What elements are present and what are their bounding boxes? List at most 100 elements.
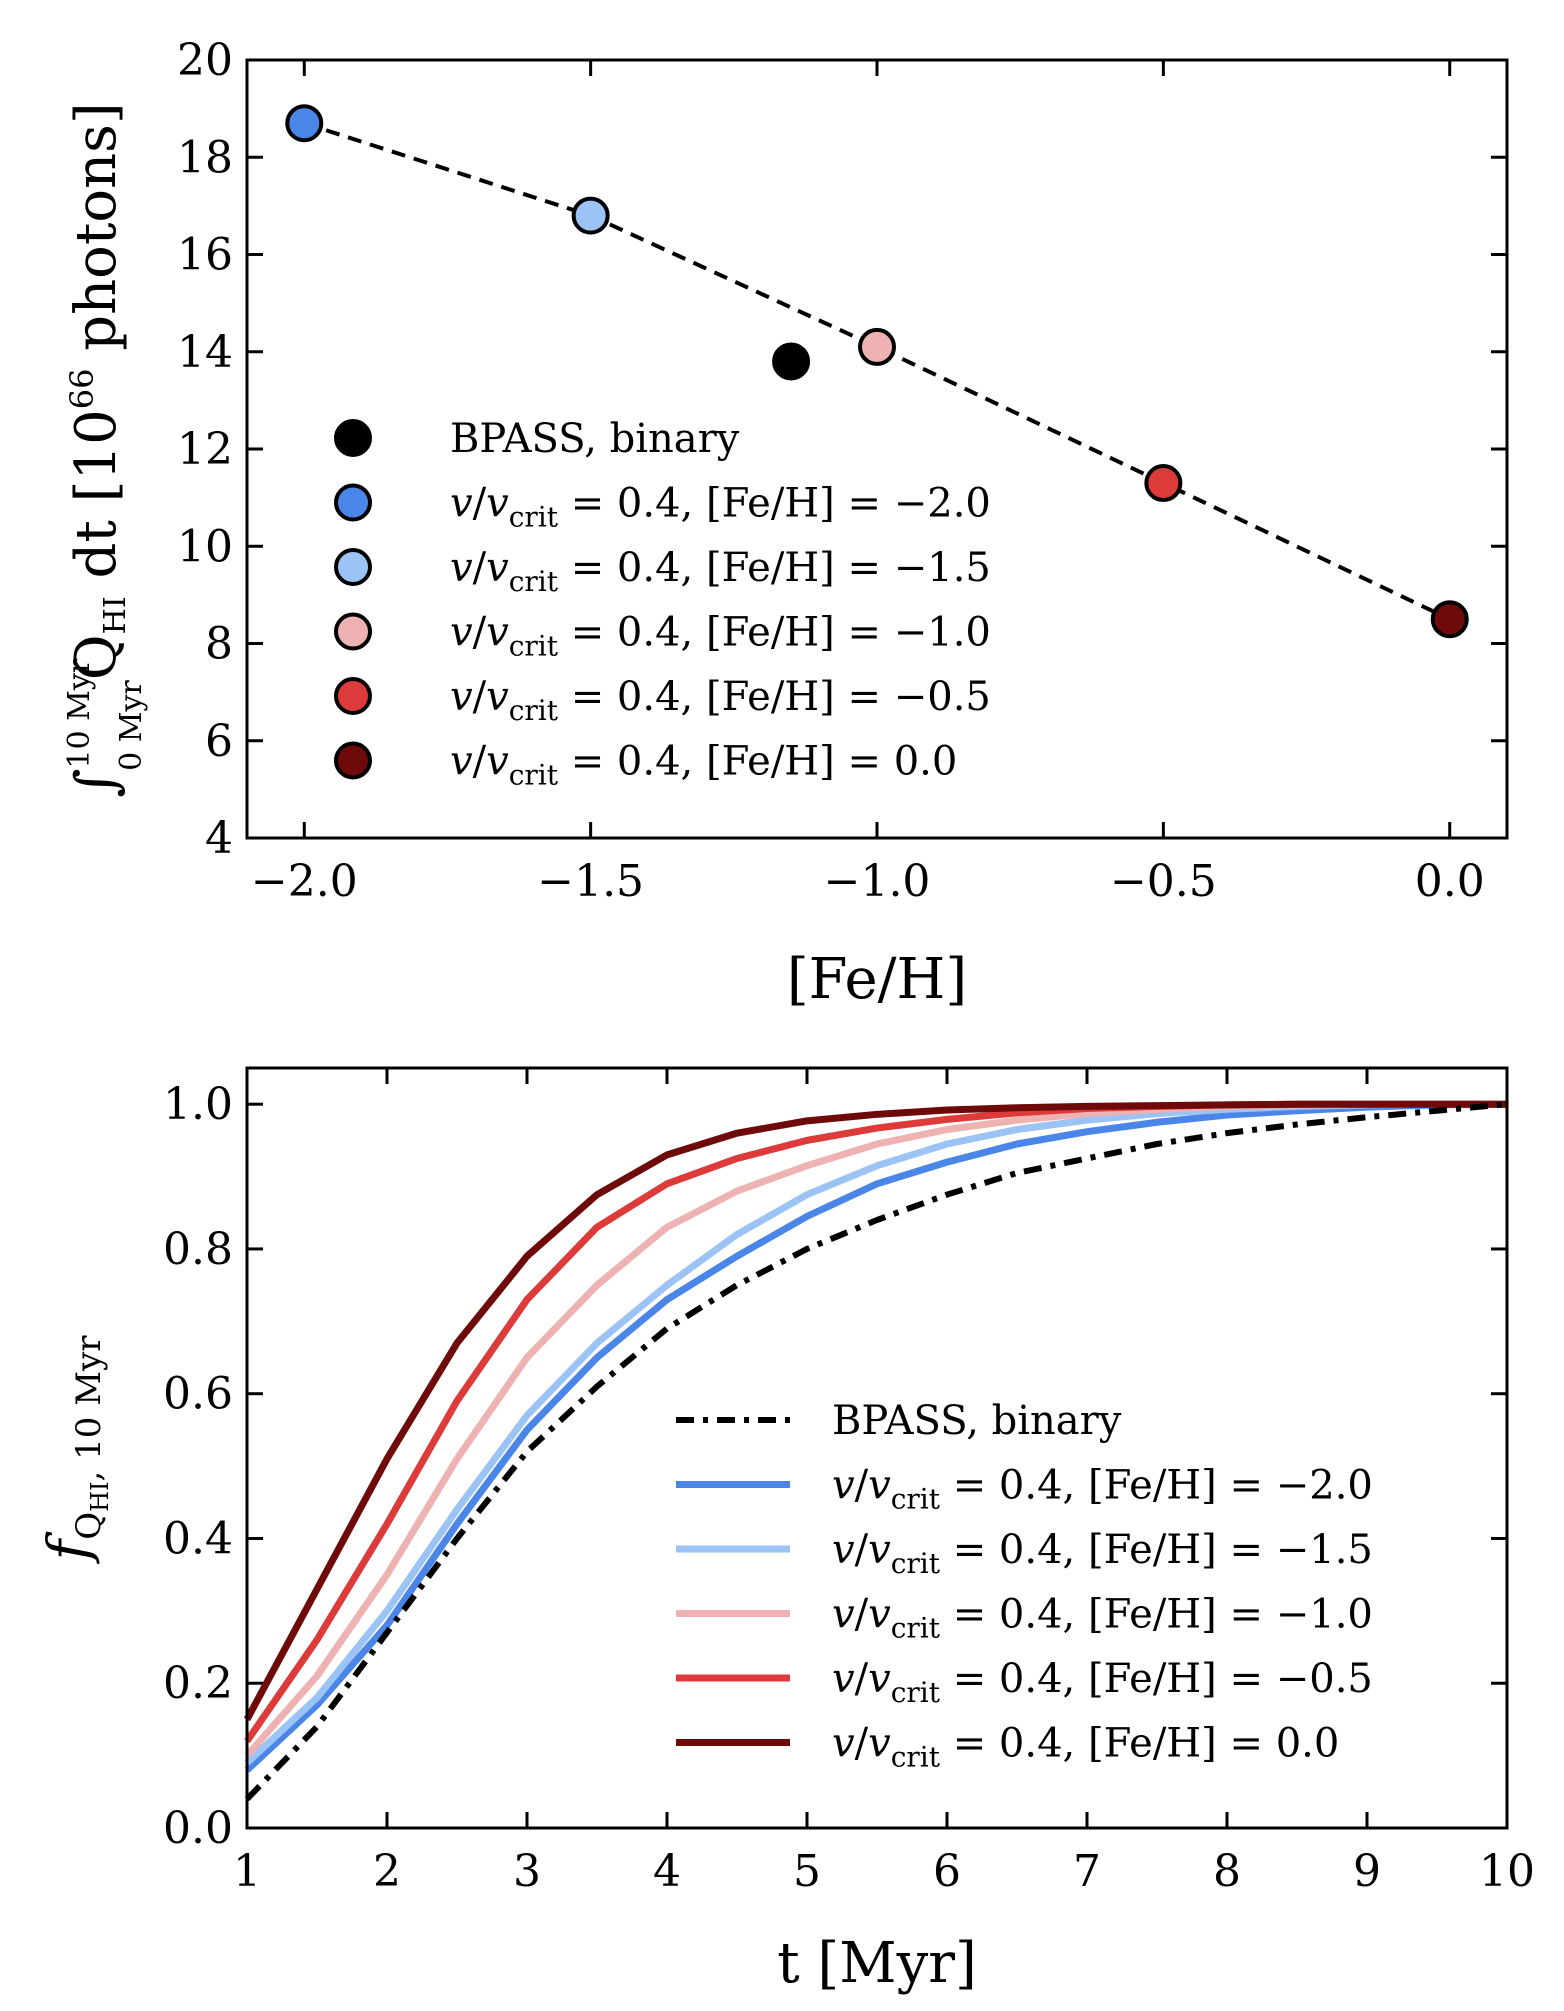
y-tick-label: 18	[177, 132, 233, 183]
legend-marker	[334, 741, 372, 780]
y-tick-label: 6	[205, 716, 233, 767]
text-span: crit	[509, 759, 559, 792]
y-tick-label: 0.0	[163, 1803, 233, 1854]
data-point	[858, 327, 896, 366]
y-tick-label: 20	[177, 35, 233, 86]
text-span: = 0.4, [Fe/H] = −1.5	[940, 1527, 1373, 1573]
plot-frame	[245, 1066, 1509, 1830]
text-span: = 0.4, [Fe/H] = −0.5	[558, 674, 991, 720]
text-span: v	[486, 674, 509, 720]
y-axis-label: fQHI, 10 Myr	[37, 1335, 114, 1565]
text-span: crit	[891, 1741, 941, 1774]
y-axis-label: ∫10 Myr 0 MyrQHI dt [1066 photons]	[62, 102, 149, 798]
text-span: 66	[63, 369, 101, 410]
text-span: = 0.4, [Fe/H] = −1.0	[940, 1592, 1373, 1638]
legend-label: v/vcrit = 0.4, [Fe/H] = 0.0	[450, 739, 957, 792]
text-span: v	[832, 1592, 855, 1638]
x-tick-label: 0.0	[1415, 856, 1485, 907]
y-tick-label: 10	[177, 521, 233, 572]
text-span: = 0.4, [Fe/H] = −0.5	[940, 1656, 1373, 1702]
text-span: ∫	[64, 769, 129, 798]
legend-label: v/vcrit = 0.4, [Fe/H] = −1.5	[832, 1527, 1373, 1580]
y-tick-label: 0.4	[163, 1513, 233, 1564]
x-tick-label: 8	[1213, 1846, 1241, 1897]
legend-label: v/vcrit = 0.4, [Fe/H] = −2.0	[450, 481, 991, 534]
bottom-panel: 1 2 3 4 5 6 7 8 9 10 0.0 0.2 0.4 0.6 0.8 1.0 BPASS, bina…	[37, 1066, 1535, 1996]
text-span: /	[473, 674, 487, 720]
legend-label: BPASS, binary	[832, 1398, 1122, 1444]
legend-marker	[334, 483, 372, 522]
legend-label: v/vcrit = 0.4, [Fe/H] = −0.5	[832, 1656, 1373, 1709]
series-line	[244, 1100, 1508, 1773]
legend-marker	[334, 612, 372, 651]
x-tick-label: 2	[373, 1846, 401, 1897]
plot-frame	[245, 58, 1509, 840]
x-tick-label: −2.0	[251, 856, 358, 907]
text-span: , 10 Myr	[69, 1335, 109, 1482]
legend-marker	[334, 548, 372, 586]
x-tick-label: 1	[233, 1846, 261, 1897]
text-span: crit	[509, 694, 559, 727]
text-span: /	[473, 610, 487, 656]
text-span: /	[855, 1527, 869, 1573]
series-line	[243, 1100, 1507, 1722]
text-span: v	[486, 610, 509, 656]
x-axis-label: [Fe/H]	[787, 947, 967, 1012]
text-span: /	[473, 545, 487, 591]
data-point	[1144, 464, 1183, 503]
y-tick-label: 0.8	[163, 1224, 233, 1275]
text-span: v	[450, 545, 473, 591]
x-tick-label: 4	[653, 1846, 681, 1897]
text-span: /	[473, 481, 487, 527]
x-tick-label: 3	[513, 1846, 541, 1897]
legend-label: v/vcrit = 0.4, [Fe/H] = −1.0	[832, 1592, 1373, 1645]
text-span: crit	[891, 1547, 941, 1580]
text-span: crit	[891, 1676, 941, 1709]
x-tick-label: 7	[1073, 1846, 1101, 1897]
text-span: = 0.4, [Fe/H] = 0.0	[558, 739, 957, 785]
text-span: 10 Myr	[62, 658, 97, 768]
text-span: v	[868, 1592, 891, 1638]
x-axis-label: t [Myr]	[777, 1931, 977, 1996]
text-span: crit	[509, 565, 559, 598]
text-span: HI	[98, 596, 133, 634]
text-span: v	[868, 1463, 891, 1509]
text-span: /	[473, 739, 487, 785]
x-tick-label: −1.0	[824, 856, 931, 907]
text-span: dt [10	[64, 409, 129, 596]
text-span: = 0.4, [Fe/H] = −2.0	[940, 1463, 1373, 1509]
y-tick-label: 12	[177, 424, 233, 475]
text-span: /	[855, 1592, 869, 1638]
data-point	[1430, 600, 1469, 639]
text-span: HI	[86, 1481, 114, 1511]
text-span: v	[868, 1721, 891, 1767]
x-tick-label: 6	[933, 1846, 961, 1897]
legend-label: v/vcrit = 0.4, [Fe/H] = −1.0	[450, 610, 991, 663]
top-panel: −2.0 −1.5 −1.0 −0.5 0.0 4 6 8 10 12 14 16 18 20 BPASS,…	[62, 35, 1509, 1012]
text-span: v	[450, 481, 473, 527]
text-span: v	[486, 481, 509, 527]
text-span: /	[855, 1463, 869, 1509]
y-tick-label: 4	[205, 813, 233, 864]
legend-label: v/vcrit = 0.4, [Fe/H] = −0.5	[450, 674, 991, 727]
data-point	[571, 196, 610, 235]
text-span: = 0.4, [Fe/H] = 0.0	[940, 1721, 1339, 1767]
text-span: v	[832, 1463, 855, 1509]
y-tick-label: 1.0	[163, 1079, 233, 1130]
x-tick-label: −1.5	[537, 856, 644, 907]
text-span: /	[855, 1656, 869, 1702]
x-tick-label: 9	[1353, 1846, 1381, 1897]
trend-line	[303, 121, 1451, 621]
text-span: v	[486, 739, 509, 785]
text-span: v	[832, 1721, 855, 1767]
legend-marker	[334, 677, 372, 715]
text-span: photons]	[64, 102, 129, 368]
text-span: crit	[891, 1483, 941, 1516]
text-span: Q	[64, 634, 129, 680]
text-span: v	[832, 1656, 855, 1702]
legend-label: v/vcrit = 0.4, [Fe/H] = −1.5	[450, 545, 991, 598]
text-span: /	[855, 1721, 869, 1767]
x-tick-label: 10	[1479, 1846, 1535, 1897]
text-span: v	[486, 545, 509, 591]
